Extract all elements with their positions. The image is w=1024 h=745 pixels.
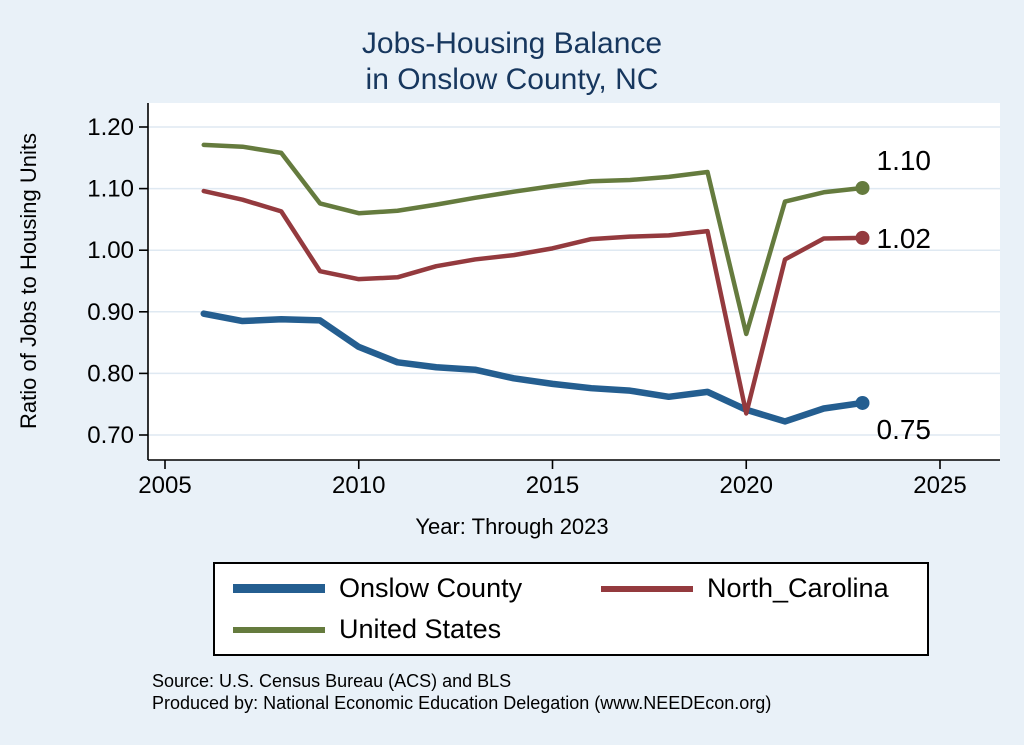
produced-by-note: Produced by: National Economic Education… [152, 693, 772, 713]
legend-swatch-onslow-county [233, 584, 325, 593]
x-axis-caption: Year: Through 2023 [415, 514, 609, 539]
x-tick-label: 2010 [332, 472, 385, 499]
legend-item-onslow-county: Onslow County [233, 573, 601, 604]
legend-label-united-states: United States [339, 614, 502, 644]
legend-swatch-north-carolina [601, 585, 693, 592]
y-tick-label: 0.70 [87, 422, 134, 449]
series-line-1 [201, 188, 865, 416]
y-tick-label: 1.10 [87, 176, 134, 203]
legend-label-onslow-county: Onslow County [339, 573, 523, 603]
series-line-0 [200, 310, 866, 425]
legend: Onslow County North_Carolina United Stat… [213, 562, 929, 656]
series-end-label-2: 1.10 [877, 145, 932, 176]
chart-title-line2: in Onslow County, NC [365, 63, 659, 96]
chart-title-line1: Jobs-Housing Balance [361, 27, 663, 60]
legend-label-north-carolina: North_Carolina [707, 573, 889, 603]
y-tick-label: 1.00 [87, 237, 134, 264]
legend-item-united-states: United States [233, 614, 601, 645]
x-tick-label: 2015 [526, 472, 579, 499]
x-tick-label: 2005 [138, 472, 191, 499]
legend-item-north-carolina: North_Carolina [601, 573, 927, 604]
series-end-label-0: 0.75 [877, 414, 932, 445]
y-tick-label: 1.20 [87, 114, 134, 141]
plot-area [148, 103, 1000, 460]
y-tick-label: 0.90 [87, 299, 134, 326]
y-axis-title: Ratio of Jobs to Housing Units [16, 133, 41, 429]
series-end-dot-0 [855, 395, 870, 410]
chart-title: Jobs-Housing Balance in Onslow County, N… [0, 26, 1024, 98]
x-tick-label: 2025 [913, 472, 966, 499]
footer-notes: Source: U.S. Census Bureau (ACS) and BLS… [152, 670, 771, 714]
series-end-dot-2 [855, 180, 870, 195]
source-note: Source: U.S. Census Bureau (ACS) and BLS [152, 671, 512, 691]
legend-swatch-united-states [233, 626, 325, 633]
x-tick-label: 2020 [720, 472, 773, 499]
series-end-dot-1 [855, 230, 870, 245]
series-end-label-1: 1.02 [877, 223, 932, 254]
series-line-2 [201, 142, 865, 337]
legend-grid: Onslow County North_Carolina United Stat… [215, 573, 927, 645]
y-tick-label: 0.80 [87, 360, 134, 387]
